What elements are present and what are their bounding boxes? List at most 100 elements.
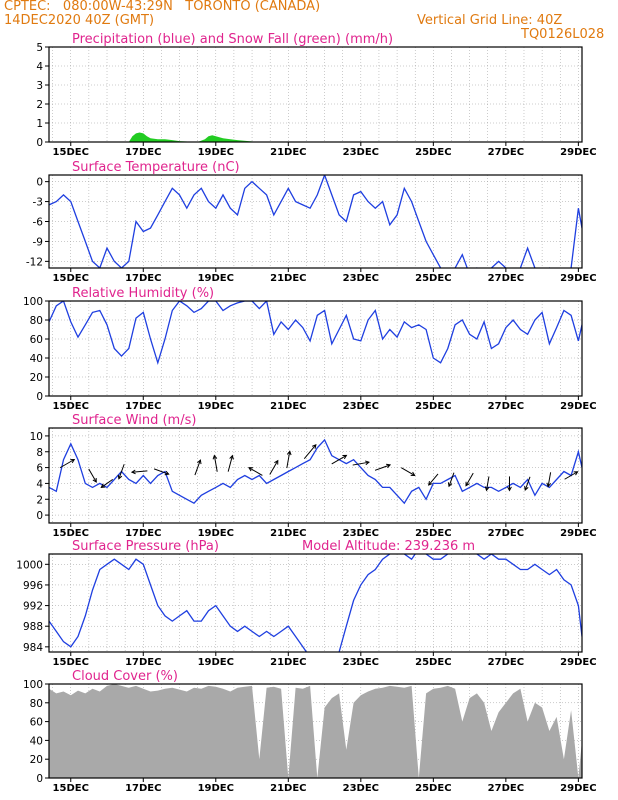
x-tick-label: 15DEC (53, 401, 89, 412)
x-tick-label: 21DEC (270, 528, 306, 539)
plot-frame (48, 46, 583, 143)
x-tick-label: 21DEC (270, 783, 306, 794)
wind-arrow-head (524, 485, 529, 491)
wind-arrow-shaft (286, 451, 291, 469)
wind-arrow-shaft (448, 472, 455, 487)
wind-arrow (484, 476, 490, 492)
chart-title: Surface Wind (m/s) (72, 413, 196, 428)
x-tick-label: 27DEC (488, 783, 524, 794)
y-tick-label: 6 (36, 463, 43, 475)
wind-arrow (352, 460, 370, 466)
y-tick-label: 992 (23, 601, 43, 613)
y-tick-label: 3 (36, 80, 43, 92)
x-tick-label: 15DEC (53, 147, 89, 158)
wind-arrow (374, 463, 392, 471)
grid-lines (49, 428, 582, 523)
wind-arrow-shaft (131, 470, 148, 473)
wind-arrow-head (286, 450, 292, 456)
wind-arrow-head (465, 481, 470, 487)
x-tick-label: 21DEC (270, 273, 306, 284)
x-tick-label: 23DEC (343, 147, 379, 158)
x-tick-label: 25DEC (415, 273, 451, 284)
wind-arrow (564, 471, 579, 480)
panel-5: 984 988 992 996 1000 15DEC 17DEC 19DEC 21DEC 23DE… (16, 539, 596, 668)
wind-arrow-head (410, 471, 416, 476)
panel-6: 0 20 40 60 80 100 15DEC 17DEC 19DEC 21DEC 23DEC 25D… (23, 669, 597, 794)
wind-arrow (303, 444, 317, 459)
y-tick-label: -3 (33, 197, 43, 209)
area-series (49, 684, 582, 778)
x-tick-label: 23DEC (343, 528, 379, 539)
x-tick-label: 19DEC (198, 657, 234, 668)
x-tick-label: 19DEC (198, 147, 234, 158)
y-tick-label: -12 (26, 256, 43, 268)
wind-arrow-shaft (331, 454, 347, 465)
wind-arrow (546, 472, 552, 488)
series-group (49, 554, 582, 652)
x-tick-label: 17DEC (125, 147, 161, 158)
wind-arrow-shaft (269, 460, 279, 475)
wind-arrow-head (573, 471, 579, 476)
x-tick-label: 21DEC (270, 147, 306, 158)
wind-arrow (465, 472, 474, 487)
x-tick-label: 17DEC (125, 657, 161, 668)
wind-arrow (524, 476, 531, 491)
wind-arrow-head (342, 454, 348, 460)
line-series (49, 175, 582, 268)
y-tick-label: -9 (33, 236, 43, 248)
x-tick-label: 21DEC (270, 401, 306, 412)
wind-arrow (227, 454, 234, 472)
wind-arrow (153, 468, 170, 476)
y-tick-label: 988 (23, 621, 43, 633)
series-group (49, 132, 582, 142)
y-tick-label: 100 (23, 679, 43, 691)
x-tick-label: 25DEC (415, 657, 451, 668)
x-tick-label: 29DEC (560, 401, 596, 412)
wind-arrow-shaft (100, 478, 114, 488)
header-code: TQ0126L028 (521, 27, 605, 42)
y-tick-label: 40 (30, 735, 43, 747)
line-series (49, 438, 582, 505)
panel-1: 0 1 2 3 4 5 15DEC 17DEC 19DEC 21DEC 23DEC 25DEC 27DE… (36, 32, 596, 158)
plot-frame (48, 427, 583, 524)
chart-annotation: Model Altitude: 239.236 m (302, 539, 475, 554)
wind-arrow (507, 476, 512, 492)
wind-arrow-head (274, 459, 279, 465)
wind-arrow-head (212, 454, 218, 460)
wind-arrow (331, 454, 348, 465)
y-tick-label: 5 (36, 42, 43, 54)
wind-arrow-head (428, 480, 433, 486)
x-tick-label: 21DEC (270, 657, 306, 668)
wind-arrow-head (546, 482, 551, 488)
wind-arrow (59, 458, 76, 469)
y-tick-label: 10 (30, 431, 43, 443)
chart-title: Surface Temperature (nC) (72, 160, 240, 175)
wind-arrow (447, 472, 455, 488)
wind-arrow-shaft (564, 471, 578, 480)
x-tick-label: 19DEC (198, 273, 234, 284)
plot-frame (48, 683, 583, 779)
wind-arrow (88, 468, 97, 483)
wind-arrow-shaft (248, 467, 263, 476)
wind-arrow (248, 467, 263, 476)
wind-arrow (212, 454, 218, 472)
x-tick-label: 25DEC (415, 147, 451, 158)
series-group (49, 301, 582, 366)
wind-arrow-head (164, 470, 170, 476)
wind-arrow (428, 473, 439, 486)
wind-arrow-shaft (88, 468, 97, 483)
x-tick-label: 25DEC (415, 783, 451, 794)
grid-lines (49, 301, 582, 396)
wind-arrow-shaft (352, 461, 370, 466)
wind-arrows (59, 444, 579, 492)
wind-arrow-shaft (486, 476, 490, 491)
y-tick-label: 2 (36, 99, 43, 111)
wind-arrow-shaft (213, 455, 218, 472)
x-tick-label: 29DEC (560, 273, 596, 284)
wind-arrow-head (364, 460, 370, 466)
x-tick-label: 19DEC (198, 783, 234, 794)
x-tick-label: 23DEC (343, 657, 379, 668)
y-tick-label: -6 (33, 217, 44, 229)
y-tick-label: 20 (30, 372, 43, 384)
